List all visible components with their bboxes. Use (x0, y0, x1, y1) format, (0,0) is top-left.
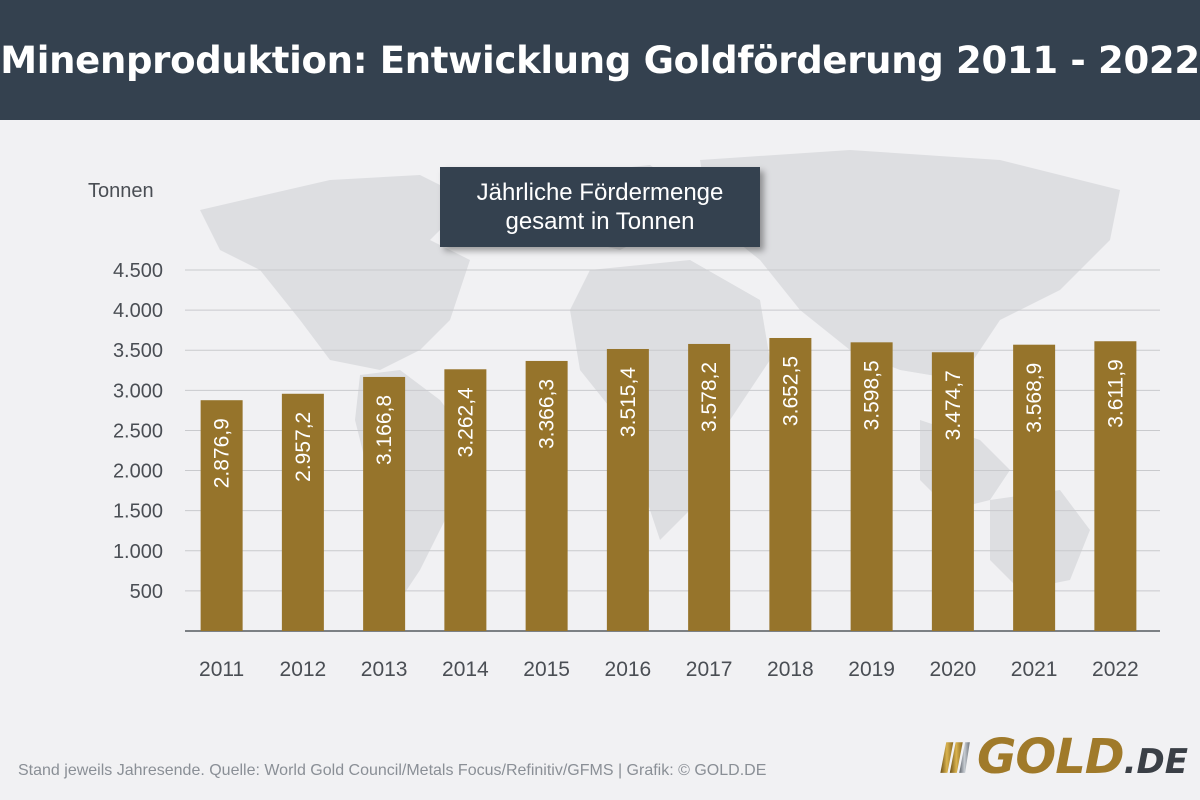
x-tick-label: 2022 (1092, 658, 1139, 681)
page-title: Minenproduktion: Entwicklung Goldförderu… (0, 38, 1200, 82)
bar-value-label: 3.262,4 (454, 387, 477, 457)
bar-chart: 2.876,9 2.957,2 3.166,8 3.262,4 3.366,3 3.515… (88, 150, 1160, 681)
bar-value-label: 3.568,9 (1023, 363, 1046, 433)
bar-value-label: 3.366,3 (536, 379, 559, 449)
bar-value-label: 3.166,8 (373, 395, 396, 465)
gold-de-logo: GOLD .DE (938, 722, 1188, 792)
x-tick-label: 2015 (523, 658, 570, 681)
bar-2021 (1013, 344, 1056, 631)
x-tick-label: 2017 (686, 658, 733, 681)
x-tick-label: 2012 (280, 658, 327, 681)
x-tick-label: 2016 (605, 658, 652, 681)
footer-source: Stand jeweils Jahresende. Quelle: World … (18, 762, 767, 779)
bar-2013 (363, 376, 406, 631)
y-tick-label: 500 (130, 581, 163, 603)
y-tick-label: 3.500 (113, 340, 163, 362)
bar-value-label: 2.876,9 (211, 418, 234, 488)
world-map-background (200, 150, 1120, 600)
y-tick-label: 3.000 (113, 380, 163, 402)
bar-2022 (1094, 341, 1137, 631)
gold-bars-icon (940, 742, 970, 773)
gridlines (185, 269, 1160, 632)
y-tick-label: 2.500 (113, 420, 163, 442)
bar-value-label: 3.578,2 (698, 362, 721, 432)
y-tick-label: 1.500 (113, 501, 163, 523)
bar-2014 (444, 369, 487, 631)
x-tick-label: 2020 (930, 658, 977, 681)
logo-word: GOLD (976, 729, 1125, 785)
y-tick-label: 4.000 (113, 300, 163, 322)
y-tick-label: 4.500 (113, 260, 163, 282)
x-tick-label: 2011 (199, 658, 244, 681)
bar-2016 (606, 348, 649, 631)
y-tick-label: 2.000 (113, 461, 163, 483)
bar-value-label: 3.515,4 (617, 367, 640, 437)
bar-value-label: 3.652,5 (779, 356, 802, 426)
legend-box: Jährliche Fördermenge gesamt in Tonnen (440, 167, 760, 247)
bar-2017 (688, 343, 731, 631)
bar-value-label: 3.474,7 (942, 370, 965, 440)
x-tick-label: 2019 (848, 658, 895, 681)
x-tick-label: 2021 (1011, 658, 1058, 681)
x-axis-ticks: 2011 2012 2013 2014 2015 2016 2017 2018 2019 2020… (199, 658, 1139, 681)
bars: 2.876,9 2.957,2 3.166,8 3.262,4 3.366,3 3.515… (200, 337, 1137, 631)
header-bar: Minenproduktion: Entwicklung Goldförderu… (0, 0, 1200, 120)
logo-tld: .DE (1123, 742, 1188, 782)
y-tick-label: 1.000 (113, 541, 163, 563)
bar-2011 (200, 400, 243, 631)
bar-2015 (525, 360, 568, 631)
x-tick-label: 2018 (767, 658, 814, 681)
y-axis-label: Tonnen (88, 180, 154, 202)
bar-2019 (850, 342, 893, 631)
bar-value-label: 3.598,5 (861, 360, 884, 430)
bar-value-label: 3.611,9 (1104, 359, 1127, 428)
x-tick-label: 2013 (361, 658, 408, 681)
bar-2018 (769, 337, 812, 631)
y-axis-ticks: 500 1.000 1.500 2.000 2.500 3.000 3.500 4.000 4.… (113, 260, 163, 603)
bar-2012 (281, 393, 324, 631)
legend-text: Jährliche Fördermenge gesamt in Tonnen (476, 179, 724, 235)
bar-value-label: 2.957,2 (292, 412, 315, 482)
x-tick-label: 2014 (442, 658, 489, 681)
bar-2020 (931, 352, 974, 631)
